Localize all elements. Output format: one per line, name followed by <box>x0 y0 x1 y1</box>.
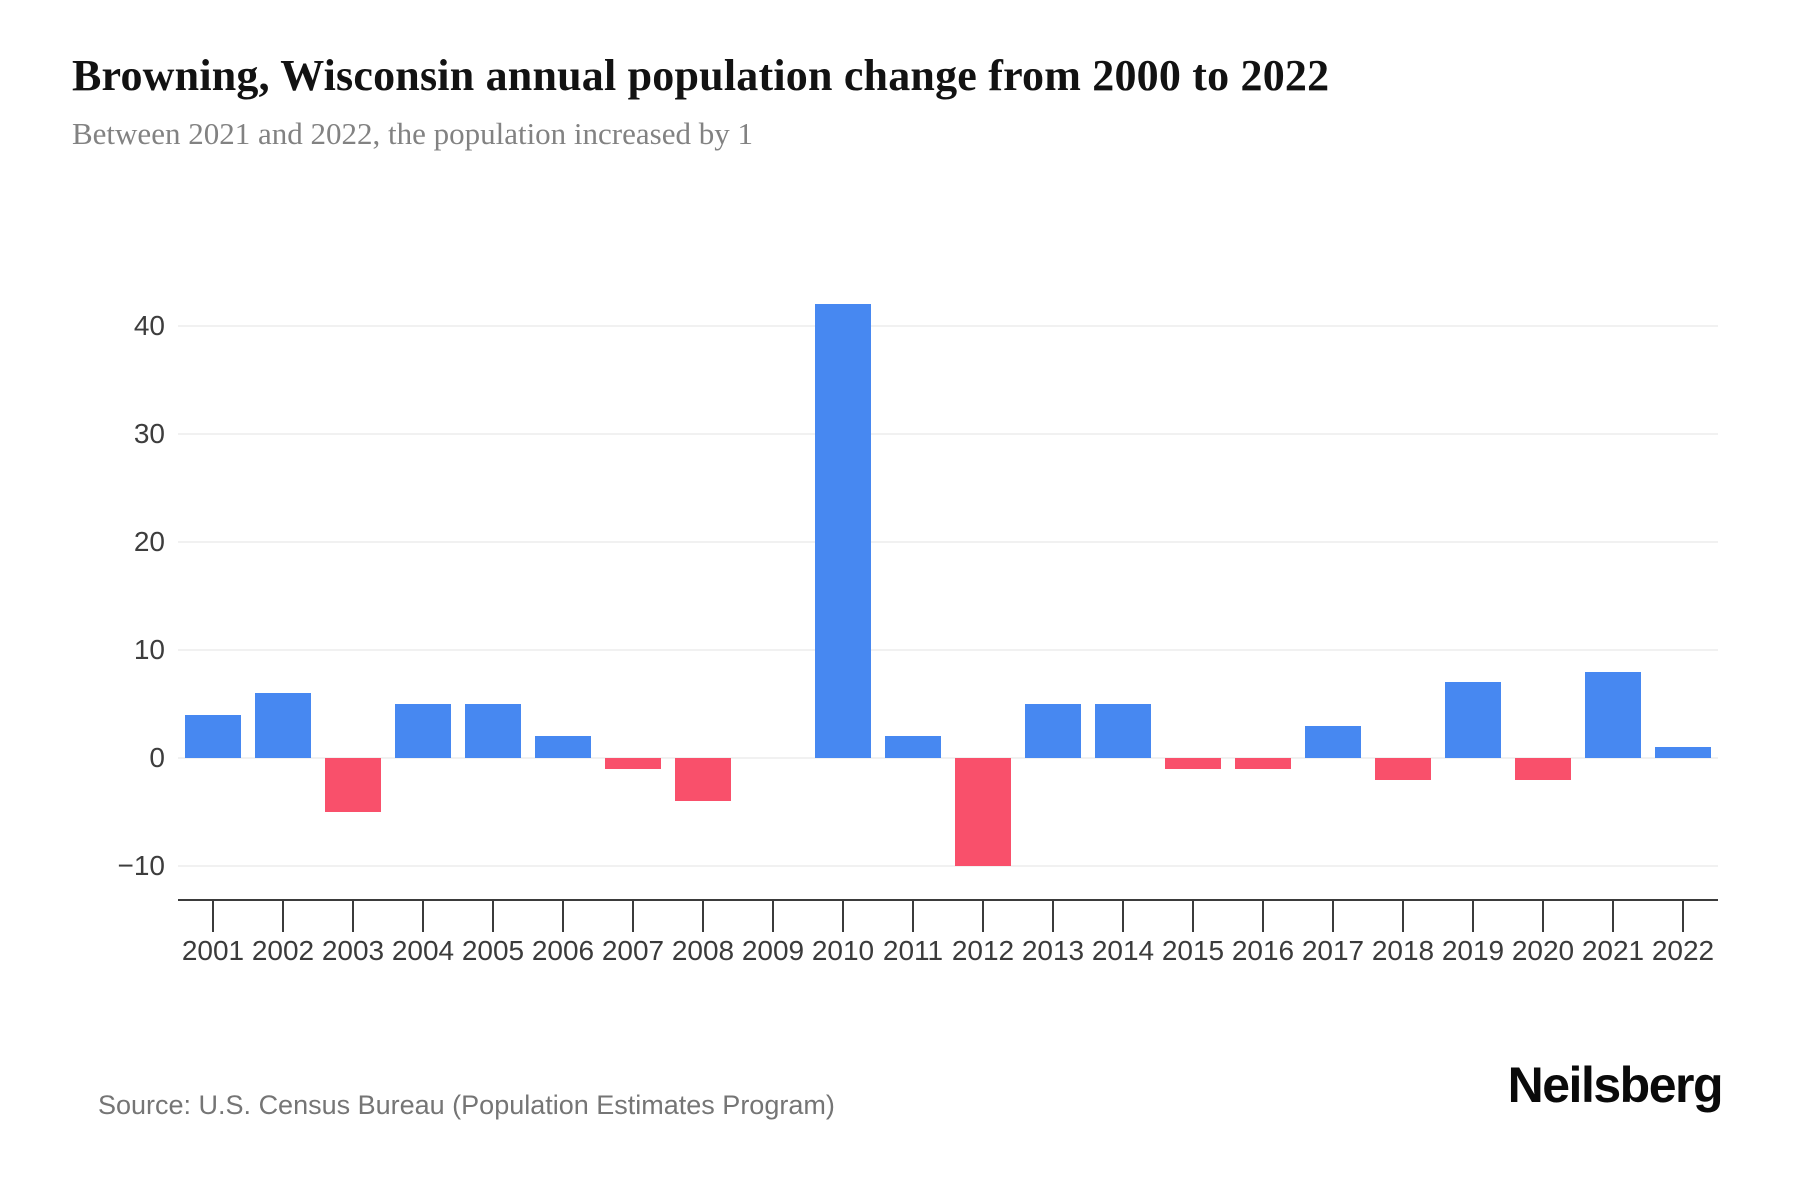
x-axis-label-2014: 2014 <box>1091 935 1155 966</box>
x-axis-tick <box>1192 899 1194 932</box>
x-axis-label-2011: 2011 <box>882 935 944 966</box>
bar-2016 <box>1235 758 1291 769</box>
x-axis-label-2010: 2010 <box>811 935 875 966</box>
neilsberg-logo: Neilsberg <box>1507 1057 1724 1113</box>
x-axis-label-2001: 2001 <box>181 935 245 966</box>
x-axis-tick <box>1122 899 1124 932</box>
y-axis-label: 30 <box>133 418 165 449</box>
gridline-y--10 <box>178 865 1718 867</box>
x-axis-label-2005: 2005 <box>461 935 525 966</box>
x-axis-label-2017: 2017 <box>1301 935 1365 966</box>
source-note: Source: U.S. Census Bureau (Population E… <box>98 1090 835 1120</box>
x-axis-label-2006: 2006 <box>531 935 595 966</box>
x-axis-tick <box>1262 899 1264 932</box>
bar-2006 <box>535 736 591 758</box>
x-axis-label-2002: 2002 <box>251 935 315 966</box>
bar-2019 <box>1445 682 1501 758</box>
x-axis-label-2008: 2008 <box>671 935 735 966</box>
bar-2005 <box>465 704 521 758</box>
bar-2010 <box>815 304 871 758</box>
x-axis-tick <box>422 899 424 932</box>
bar-2021 <box>1585 671 1641 758</box>
x-axis-tick <box>1472 899 1474 932</box>
bar-2014 <box>1095 704 1151 758</box>
y-axis-label: 0 <box>149 742 165 773</box>
bar-2017 <box>1305 725 1361 758</box>
bar-2012 <box>955 758 1011 866</box>
x-axis-line <box>178 899 1718 901</box>
x-axis-tick <box>632 899 634 932</box>
bar-2003 <box>325 758 381 812</box>
y-axis-label: 40 <box>133 310 165 341</box>
x-axis-tick <box>282 899 284 932</box>
x-axis-tick <box>912 899 914 932</box>
x-axis-label-2015: 2015 <box>1161 935 1225 966</box>
x-axis-tick <box>772 899 774 932</box>
x-axis-label-2021: 2021 <box>1581 935 1645 966</box>
x-axis-tick <box>1332 899 1334 932</box>
x-axis-label-2007: 2007 <box>601 935 665 966</box>
y-axis-label: −10 <box>117 850 166 881</box>
gridline-y-20 <box>178 541 1718 543</box>
bar-2002 <box>255 693 311 758</box>
bar-2001 <box>185 714 241 758</box>
x-axis-tick <box>702 899 704 932</box>
bar-2011 <box>885 736 941 758</box>
x-axis-label-2019: 2019 <box>1441 935 1505 966</box>
x-axis-tick <box>562 899 564 932</box>
bar-2007 <box>605 758 661 769</box>
x-axis-tick <box>1052 899 1054 932</box>
y-axis-label: 20 <box>133 526 165 557</box>
x-axis-label-2018: 2018 <box>1371 935 1435 966</box>
x-axis-label-2012: 2012 <box>951 935 1015 966</box>
bar-2015 <box>1165 758 1221 769</box>
gridline-y-40 <box>178 325 1718 327</box>
x-axis-label-2016: 2016 <box>1231 935 1295 966</box>
x-axis-tick <box>1612 899 1614 932</box>
x-axis-label-2020: 2020 <box>1511 935 1575 966</box>
x-axis-tick <box>1682 899 1684 932</box>
bar-2018 <box>1375 758 1431 780</box>
x-axis-label-2013: 2013 <box>1021 935 1085 966</box>
bar-2020 <box>1515 758 1571 780</box>
gridline-y-0 <box>178 757 1718 759</box>
chart-title: Browning, Wisconsin annual population ch… <box>72 51 1330 100</box>
x-axis-label-2022: 2022 <box>1651 935 1715 966</box>
gridline-y-10 <box>178 649 1718 651</box>
x-axis-label-2009: 2009 <box>741 935 805 966</box>
bar-2013 <box>1025 704 1081 758</box>
bar-2022 <box>1655 747 1711 758</box>
x-axis-label-2003: 2003 <box>321 935 385 966</box>
bar-2004 <box>395 704 451 758</box>
chart-subtitle: Between 2021 and 2022, the population in… <box>72 116 753 151</box>
bar-2008 <box>675 758 731 802</box>
x-axis-tick <box>1542 899 1544 932</box>
x-axis-tick <box>492 899 494 932</box>
x-axis-tick <box>842 899 844 932</box>
x-axis-tick <box>352 899 354 932</box>
x-axis-tick <box>982 899 984 932</box>
x-axis-tick <box>212 899 214 932</box>
y-axis-label: 10 <box>133 634 165 665</box>
gridline-y-30 <box>178 433 1718 435</box>
x-axis-tick <box>1402 899 1404 932</box>
x-axis-label-2004: 2004 <box>391 935 455 966</box>
